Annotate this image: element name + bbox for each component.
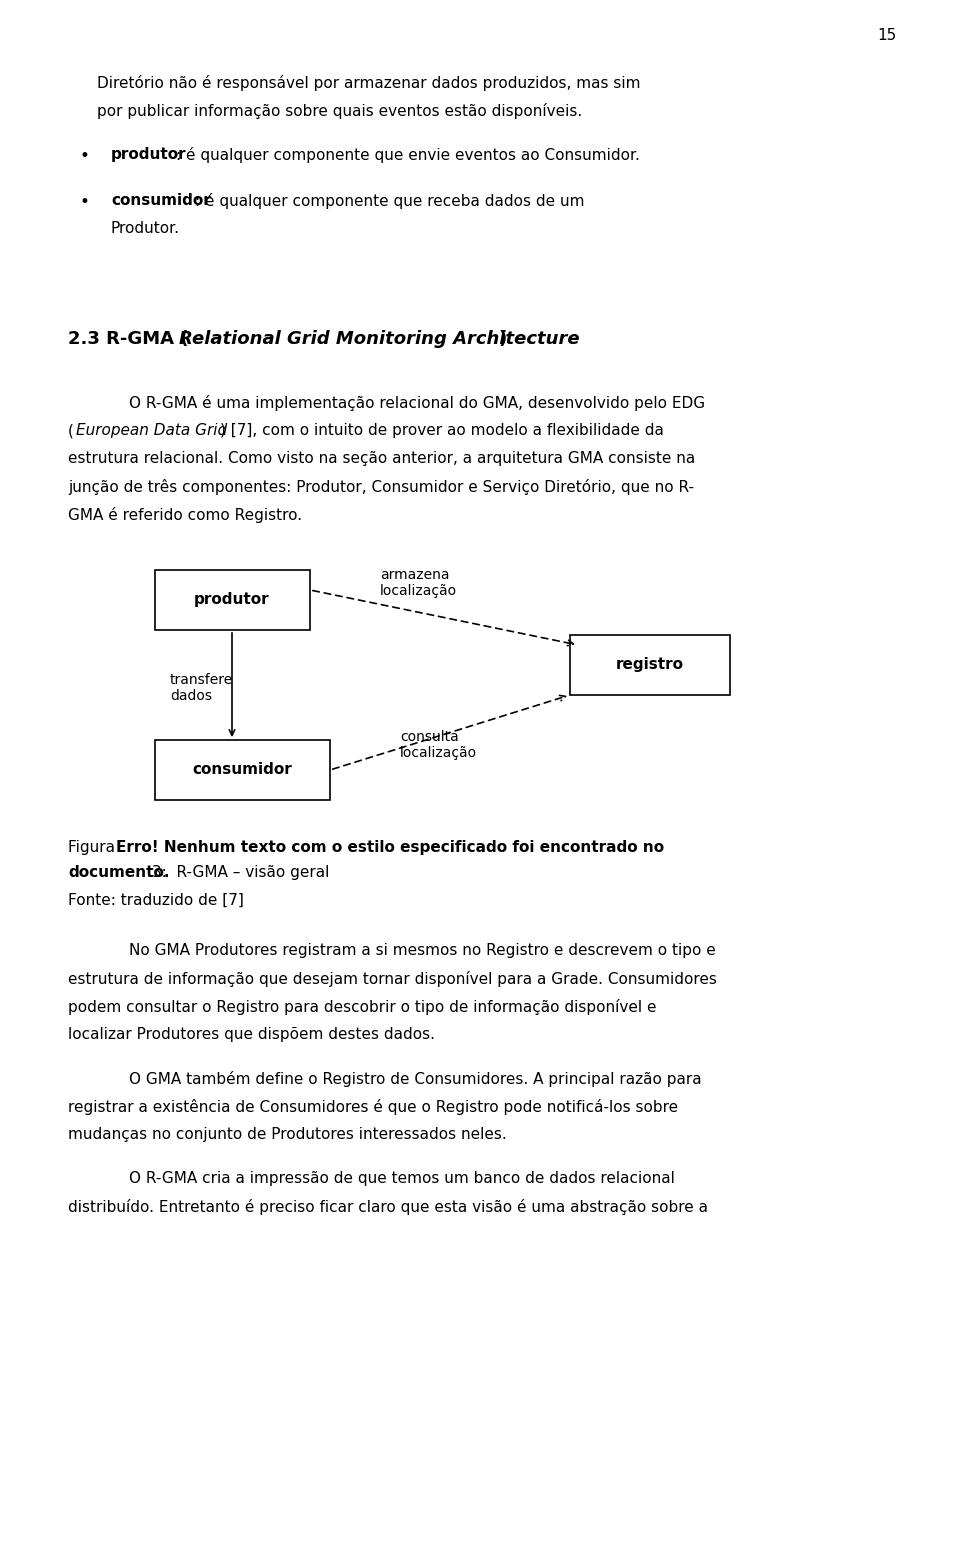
Text: estrutura de informação que desejam tornar disponível para a Grade. Consumidores: estrutura de informação que desejam torn… (68, 971, 717, 986)
Bar (570, 634, 730, 695)
Text: O R-GMA cria a impressão de que temos um banco de dados relacional: O R-GMA cria a impressão de que temos um… (129, 1171, 675, 1187)
Text: Relational Grid Monitoring Architecture: Relational Grid Monitoring Architecture (179, 330, 580, 347)
Text: Produtor.: Produtor. (111, 220, 180, 236)
Text: registrar a existência de Consumidores é que o Registro pode notificá-los sobre: registrar a existência de Consumidores é… (68, 1100, 678, 1115)
Text: No GMA Produtores registram a si mesmos no Registro e descrevem o tipo e: No GMA Produtores registram a si mesmos … (129, 943, 716, 959)
Text: •: • (79, 147, 89, 164)
Text: registro: registro (616, 658, 684, 672)
Text: Erro! Nenhum texto com o estilo especificado foi encontrado no: Erro! Nenhum texto com o estilo especifi… (116, 841, 664, 855)
Text: GMA é referido como Registro.: GMA é referido como Registro. (68, 507, 302, 523)
Text: por publicar informação sobre quais eventos estão disponíveis.: por publicar informação sobre quais even… (97, 102, 583, 119)
Bar (155, 740, 330, 800)
Text: consumidor: consumidor (192, 762, 292, 777)
Text: mudanças no conjunto de Produtores interessados neles.: mudanças no conjunto de Produtores inter… (68, 1128, 507, 1142)
Text: : é qualquer componente que envie eventos ao Consumidor.: : é qualquer componente que envie evento… (176, 147, 640, 163)
Text: 15: 15 (877, 28, 897, 43)
Text: produtor: produtor (111, 147, 186, 161)
Text: ): ) (498, 330, 506, 347)
Bar (155, 571, 310, 630)
Text: Diretório não é responsável por armazenar dados produzidos, mas sim: Diretório não é responsável por armazena… (97, 74, 640, 92)
Text: localizar Produtores que dispõem destes dados.: localizar Produtores que dispõem destes … (68, 1027, 435, 1042)
Text: transfere
dados: transfere dados (170, 673, 233, 703)
Text: podem consultar o Registro para descobrir o tipo de informação disponível e: podem consultar o Registro para descobri… (68, 999, 657, 1014)
Text: Fonte: traduzido de [7]: Fonte: traduzido de [7] (68, 893, 244, 907)
Text: distribuído. Entretanto é preciso ficar claro que esta visão é uma abstração sob: distribuído. Entretanto é preciso ficar … (68, 1199, 708, 1214)
Text: consumidor: consumidor (111, 192, 211, 208)
Text: European Data Grid: European Data Grid (76, 423, 228, 437)
Text: O GMA também define o Registro de Consumidores. A principal razão para: O GMA também define o Registro de Consum… (129, 1072, 702, 1087)
Text: ) [7], com o intuito de prover ao modelo a flexibilidade da: ) [7], com o intuito de prover ao modelo… (220, 423, 664, 437)
Text: estrutura relacional. Como visto na seção anterior, a arquitetura GMA consiste n: estrutura relacional. Como visto na seçã… (68, 451, 695, 465)
Text: documento.: documento. (68, 865, 170, 879)
Text: junção de três componentes: Produtor, Consumidor e Serviço Diretório, que no R-: junção de três componentes: Produtor, Co… (68, 479, 694, 495)
Text: armazena
localização: armazena localização (380, 568, 457, 599)
Text: •: • (79, 192, 89, 211)
Text: 2.3 R-GMA (: 2.3 R-GMA ( (68, 330, 188, 347)
Text: produtor: produtor (194, 592, 270, 606)
Text: (: ( (68, 423, 74, 437)
Text: .3:  R-GMA – visão geral: .3: R-GMA – visão geral (147, 865, 329, 879)
Text: O R-GMA é uma implementação relacional do GMA, desenvolvido pelo EDG: O R-GMA é uma implementação relacional d… (129, 396, 706, 411)
Text: consulta
localização: consulta localização (400, 731, 477, 760)
Text: Figura: Figura (68, 841, 120, 855)
Text: : é qualquer componente que receba dados de um: : é qualquer componente que receba dados… (195, 192, 585, 209)
